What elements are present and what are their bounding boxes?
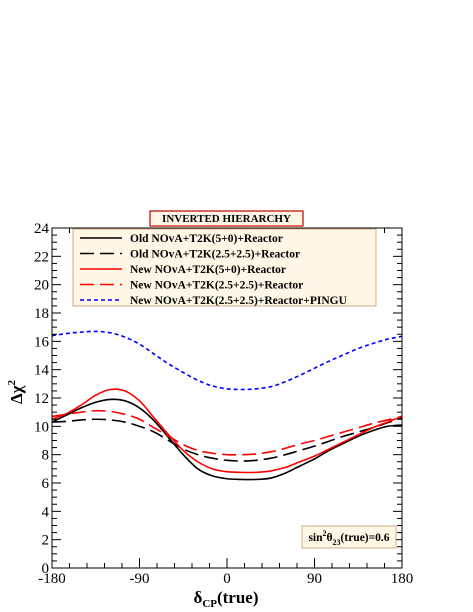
chart-title-text: INVERTED HIERARCHY: [162, 213, 291, 225]
series-line-4: [51, 409, 403, 456]
series-line-2: [51, 417, 403, 462]
legend-label-5: New NOvA+T2K(2.5+2.5)+Reactor+PINGU: [130, 295, 348, 307]
x-axis-suffix: (true): [217, 588, 259, 607]
annotation-text: sin2θ23(true)=0.6: [308, 529, 389, 547]
y-tick-label: 12: [34, 391, 49, 407]
y-tick-label: 24: [34, 221, 50, 237]
y-tick-label: 16: [34, 334, 50, 350]
annotation-frame: [301, 525, 397, 549]
annotation-box: sin2θ23(true)=0.6: [301, 525, 397, 549]
y-tick-label: 22: [34, 249, 49, 265]
x-axis-symbol: δ: [193, 588, 202, 607]
chart-title: INVERTED HIERARCHY: [149, 210, 304, 227]
y-axis-label: Δχ2: [6, 379, 26, 404]
y-axis-title: Δχ2: [6, 379, 26, 404]
x-tick-label: -180: [38, 571, 66, 587]
x-tick-label: 180: [391, 571, 414, 587]
y-tick-label: 0: [42, 561, 50, 577]
legend-label-1: Old NOvA+T2K(5+0)+Reactor: [130, 233, 283, 245]
y-tick-label: 6: [42, 476, 50, 492]
y-tick-label: 2: [42, 533, 50, 549]
x-axis-subscript: CP: [202, 598, 217, 610]
y-tick-label: 18: [34, 306, 49, 322]
plot-area: [51, 330, 403, 481]
x-axis-label: δCP(true): [193, 588, 258, 610]
chart-title-box: [149, 210, 304, 227]
y-tick-label: 10: [34, 419, 49, 435]
x-tick-label: 0: [223, 571, 231, 587]
series-line-3: [51, 388, 403, 474]
x-axis-title: δCP(true): [193, 588, 258, 610]
x-tick-label: 90: [307, 571, 322, 587]
y-tick-label: 20: [34, 278, 49, 294]
legend-label-3: New NOvA+T2K(5+0)+Reactor: [130, 264, 286, 276]
annotation-prefix: sin: [308, 532, 323, 544]
y-axis-symbol: Δχ: [7, 385, 26, 404]
annotation-suffix: (true)=0.6: [341, 532, 390, 544]
legend: Old NOvA+T2K(5+0)+Reactor Old NOvA+T2K(2.…: [72, 228, 377, 307]
x-tick-label: -90: [130, 571, 150, 587]
legend-label-2: Old NOvA+T2K(2.5+2.5)+Reactor: [130, 249, 300, 261]
y-tick-label: 14: [34, 363, 50, 379]
y-tick-label: 8: [42, 448, 50, 464]
legend-label-4: New NOvA+T2K(2.5+2.5)+Reactor: [130, 280, 303, 292]
annotation-sub: 23: [333, 538, 341, 547]
legend-box: [72, 228, 377, 307]
annotation-greek: θ: [327, 532, 333, 544]
series-line-1: [51, 398, 403, 481]
y-tick-label: 4: [42, 504, 50, 520]
series-line-5: [51, 330, 403, 391]
annotation-sup: 2: [323, 529, 327, 538]
y-axis-superscript: 2: [6, 379, 18, 385]
